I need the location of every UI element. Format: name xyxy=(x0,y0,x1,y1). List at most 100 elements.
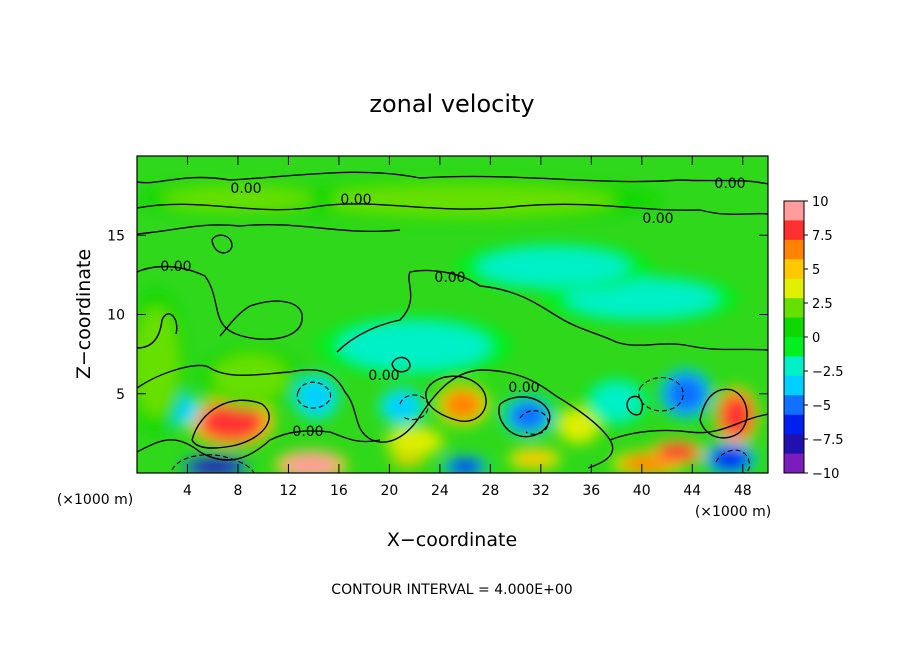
colorbar-cell xyxy=(784,259,804,280)
x-tick-label: 44 xyxy=(683,483,701,499)
contour-labels: 0.00 0.00 0.00 0.00 0.00 0.00 0.00 0.00 0.00 xyxy=(160,176,745,440)
contour-line xyxy=(137,223,401,235)
contour-line xyxy=(137,430,381,461)
colorbar-tick-label: 10 xyxy=(812,195,829,210)
field-blob xyxy=(212,354,289,402)
contour-line xyxy=(425,375,487,422)
field-blob xyxy=(477,247,630,286)
colorbar-cell xyxy=(784,337,804,357)
contour-line xyxy=(137,265,303,340)
x-tick-label: 20 xyxy=(380,483,398,499)
contour-line-negative xyxy=(399,394,429,421)
contour-label: 0.00 xyxy=(508,380,539,396)
field-blob xyxy=(298,379,334,415)
contour-lines-dashed xyxy=(171,376,751,473)
field-blob xyxy=(389,428,440,454)
contour-line xyxy=(137,203,768,216)
x-tick-label: 12 xyxy=(280,483,298,499)
colorbar-tick-label: −10 xyxy=(812,467,839,482)
colorbar-cell xyxy=(784,375,804,396)
colorbar-cell xyxy=(784,220,804,241)
contour-line xyxy=(211,234,233,254)
colorbar-cell xyxy=(784,434,804,455)
contour-line xyxy=(336,269,768,353)
field-blob xyxy=(720,393,753,439)
colorbar-cell xyxy=(784,453,804,474)
x-tick-label: 36 xyxy=(582,483,600,499)
x-tick-label: 24 xyxy=(431,483,449,499)
field-blob xyxy=(656,442,698,462)
velocity-field xyxy=(137,179,758,473)
colorbar: 10 7.5 5 2.5 0 −2.5 −5 −7.5 −10 xyxy=(783,195,844,482)
field-blob xyxy=(338,322,491,370)
colorbar-tick-label: 5 xyxy=(812,263,820,278)
colorbar-cells xyxy=(784,201,804,474)
contour-line xyxy=(699,388,748,439)
colorbar-tick-label: −7.5 xyxy=(812,433,844,448)
contour-line xyxy=(137,313,178,349)
colorbar-cell xyxy=(784,414,804,435)
contour-line xyxy=(391,356,411,373)
x-tick-label: 32 xyxy=(532,483,550,499)
contour-label: 0.00 xyxy=(368,368,399,384)
field-blob xyxy=(514,450,555,467)
contour-label: 0.00 xyxy=(230,181,261,197)
field-blob xyxy=(137,306,179,418)
y-tick-label: 10 xyxy=(107,308,125,324)
colorbar-cell xyxy=(784,356,804,377)
contour-line xyxy=(191,399,270,449)
field-blob xyxy=(384,392,420,421)
colorbar-cell xyxy=(784,298,804,319)
contour-label: 0.00 xyxy=(642,211,673,227)
field-blob xyxy=(508,400,549,432)
contour-line-negative xyxy=(296,381,332,409)
y-tick-label: 15 xyxy=(107,228,125,244)
field-blob xyxy=(442,388,483,421)
contour-label: 0.00 xyxy=(340,192,371,208)
field-blob xyxy=(190,458,241,473)
colorbar-tick-label: 0 xyxy=(812,331,820,346)
contour-line xyxy=(626,395,644,416)
x-axis-unit-left: (×1000 m) xyxy=(57,492,133,508)
plot-area: 0.00 0.00 0.00 0.00 0.00 0.00 0.00 0.00 0.00 4 8 1… xyxy=(107,155,769,499)
x-tick-label: 4 xyxy=(183,483,192,499)
field-blob xyxy=(198,403,265,442)
contour-label: 0.00 xyxy=(434,270,465,286)
x-tick-label: 8 xyxy=(233,483,242,499)
colorbar-labels: 10 7.5 5 2.5 0 −2.5 −5 −7.5 −10 xyxy=(804,195,844,482)
contour-interval-note: CONTOUR INTERVAL = 4.000E+00 xyxy=(331,582,572,598)
contour-line-negative xyxy=(171,454,255,473)
colorbar-cell xyxy=(784,317,804,338)
contour-line xyxy=(609,413,768,441)
x-axis-label: X−coordinate xyxy=(387,529,517,551)
field-blob xyxy=(665,374,707,413)
contour-line-negative xyxy=(715,449,751,473)
y-axis-label: Z−coordinate xyxy=(73,249,95,379)
contour-label: 0.00 xyxy=(714,176,745,192)
contour-lines xyxy=(137,171,768,469)
x-tick-label: 28 xyxy=(481,483,499,499)
colorbar-tick-label: −2.5 xyxy=(812,365,844,380)
colorbar-tick-label: 7.5 xyxy=(812,229,833,244)
contour-line xyxy=(137,171,768,185)
colorbar-cell xyxy=(784,239,804,260)
colorbar-tick-label: 2.5 xyxy=(812,297,833,312)
contour-label: 0.00 xyxy=(160,259,191,275)
field-blob xyxy=(283,453,339,473)
field-blob xyxy=(447,458,483,473)
x-tick-label: 40 xyxy=(633,483,651,499)
colorbar-cell xyxy=(784,395,804,416)
field-blob xyxy=(709,446,751,472)
x-axis-unit-right: (×1000 m) xyxy=(695,504,771,520)
contour-line xyxy=(137,364,614,469)
contour-line-negative xyxy=(519,410,549,435)
y-tick-label: 5 xyxy=(116,387,125,403)
field-blob xyxy=(566,279,718,318)
contour-line xyxy=(498,396,551,438)
contour-label: 0.00 xyxy=(292,424,323,440)
chart-title: zonal velocity xyxy=(369,90,534,118)
x-tick-label: 16 xyxy=(330,483,348,499)
colorbar-tick-label: −5 xyxy=(812,399,831,414)
